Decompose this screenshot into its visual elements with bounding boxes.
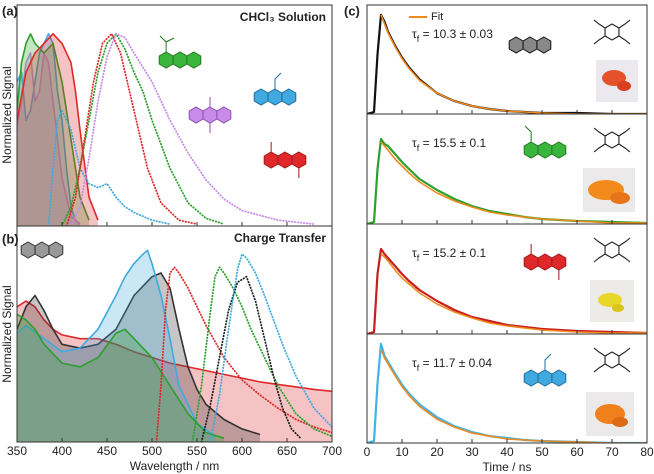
lifetime: τf = 15.5 ± 0.1 xyxy=(412,136,487,153)
x-tick-label: 600 xyxy=(232,444,252,458)
area-fill xyxy=(17,33,80,226)
tau-value: = 15.2 ± 0.1 xyxy=(419,246,486,260)
crystal-photo xyxy=(590,280,634,322)
annotation: Charge Transfer xyxy=(234,231,326,245)
panel-label: (a) xyxy=(2,3,18,18)
x-tick-label: 10 xyxy=(395,445,409,459)
x-tick-label: 500 xyxy=(142,444,162,458)
x-tick-label: 70 xyxy=(605,445,619,459)
fit-line xyxy=(380,253,647,334)
tau-symbol: τ xyxy=(412,27,417,41)
data-line xyxy=(17,272,261,436)
plot-area xyxy=(367,13,647,114)
x-axis-label: Wavelength / nm xyxy=(130,459,220,473)
tau-symbol: τ xyxy=(412,356,417,370)
data-line xyxy=(17,300,332,393)
area-fill xyxy=(17,314,224,442)
tau-sub: f xyxy=(417,363,420,373)
emission-line xyxy=(200,275,302,442)
fit-line xyxy=(380,14,647,114)
frame xyxy=(16,225,333,443)
x-tick-label: 40 xyxy=(500,445,514,459)
area-fill xyxy=(17,301,332,442)
lifetime: τf = 10.3 ± 0.03 xyxy=(412,27,493,44)
molecule xyxy=(509,37,551,53)
emission-line xyxy=(209,253,332,442)
plot-area xyxy=(367,247,647,334)
data-line xyxy=(367,247,647,334)
x-tick-label: 350 xyxy=(7,444,27,458)
tau-sub: f xyxy=(417,34,420,44)
x-axis-label: Time / ns xyxy=(483,460,532,474)
fit-line xyxy=(380,348,647,443)
molecule xyxy=(159,35,201,68)
fit-line xyxy=(380,141,647,224)
x-tick-label: 650 xyxy=(277,444,297,458)
molecule xyxy=(264,142,306,178)
molecule xyxy=(21,242,63,258)
tau-symbol: τ xyxy=(412,136,417,150)
tcnb xyxy=(593,19,631,45)
crystal-photo xyxy=(596,60,638,102)
panel-label: (b) xyxy=(2,231,19,246)
tau-value: = 15.5 ± 0.1 xyxy=(419,136,486,150)
plot-area xyxy=(17,32,315,226)
lifetime: τf = 11.7 ± 0.04 xyxy=(412,356,492,373)
panel-label: (c) xyxy=(344,3,360,18)
emission-line xyxy=(47,109,171,226)
annotation: CHCl₃ Solution xyxy=(240,10,326,24)
y-axis-label: Normalized Signal xyxy=(0,66,14,163)
data-line xyxy=(17,52,81,225)
x-tick-label: 400 xyxy=(52,444,72,458)
area-fill xyxy=(17,33,89,226)
molecule xyxy=(524,353,566,386)
data-line xyxy=(17,33,90,221)
area-fill xyxy=(17,250,215,442)
molecule xyxy=(524,244,566,280)
x-tick-label: 60 xyxy=(570,445,584,459)
molecule xyxy=(189,97,231,133)
x-tick-label: 30 xyxy=(465,445,479,459)
tau-sub: f xyxy=(417,253,420,263)
tcnb xyxy=(593,237,631,263)
plot-area xyxy=(367,342,647,443)
plot-area xyxy=(17,249,332,442)
tau-symbol: τ xyxy=(412,246,417,260)
tau-sub: f xyxy=(417,143,420,153)
tcnb xyxy=(593,127,631,153)
structures xyxy=(21,19,638,436)
x-tick-label: 20 xyxy=(430,445,444,459)
data-line xyxy=(17,33,81,225)
lifetime: τf = 15.2 ± 0.1 xyxy=(412,246,487,263)
x-tick-label: 80 xyxy=(640,445,654,459)
molecule xyxy=(254,72,296,105)
x-tick-label: 550 xyxy=(187,444,207,458)
plot-area xyxy=(367,137,647,224)
molecule xyxy=(524,125,566,158)
crystal-photo xyxy=(583,168,635,212)
data-line xyxy=(17,313,225,439)
tau-value: = 11.7 ± 0.04 xyxy=(419,356,492,370)
emission-line xyxy=(61,32,225,226)
x-tick-label: 0 xyxy=(364,445,371,459)
data-line xyxy=(17,249,216,438)
legend-label: Fit xyxy=(431,11,443,23)
tcnb xyxy=(593,347,631,373)
x-tick-label: 50 xyxy=(535,445,549,459)
emission-line xyxy=(70,32,315,226)
crystal-photo xyxy=(586,392,634,436)
x-tick-label: 700 xyxy=(322,444,342,458)
x-tick-label: 450 xyxy=(97,444,117,458)
tau-value: = 10.3 ± 0.03 xyxy=(419,27,493,41)
emission-line xyxy=(155,266,332,442)
y-axis-label: Normalized Signal xyxy=(0,285,14,382)
area-fill xyxy=(17,53,80,226)
emission-line xyxy=(65,32,198,226)
emission-line xyxy=(191,266,332,442)
